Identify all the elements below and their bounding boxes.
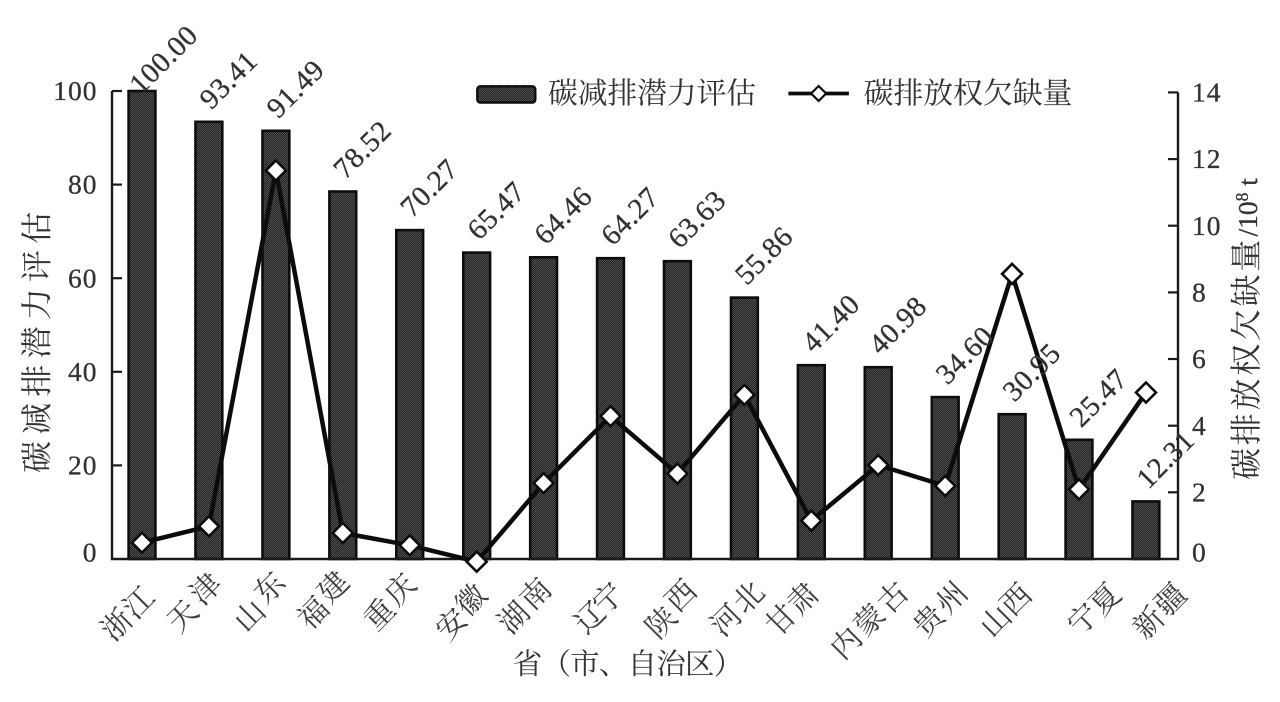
- svg-text:6: 6: [1192, 343, 1207, 374]
- svg-text:40: 40: [68, 356, 98, 387]
- svg-text:100: 100: [53, 75, 97, 106]
- svg-text:/108 t: /108 t: [1232, 178, 1263, 237]
- svg-text:4: 4: [1192, 410, 1207, 441]
- svg-text:2: 2: [1192, 476, 1207, 507]
- svg-text:10: 10: [1192, 210, 1222, 241]
- svg-text:20: 20: [68, 450, 98, 481]
- svg-text:8: 8: [1192, 277, 1207, 308]
- svg-text:12: 12: [1192, 143, 1222, 174]
- svg-text:14: 14: [1192, 77, 1222, 108]
- svg-text:0: 0: [1192, 537, 1207, 568]
- svg-text:60: 60: [68, 262, 98, 293]
- svg-text:80: 80: [68, 169, 98, 200]
- svg-text:0: 0: [83, 537, 98, 568]
